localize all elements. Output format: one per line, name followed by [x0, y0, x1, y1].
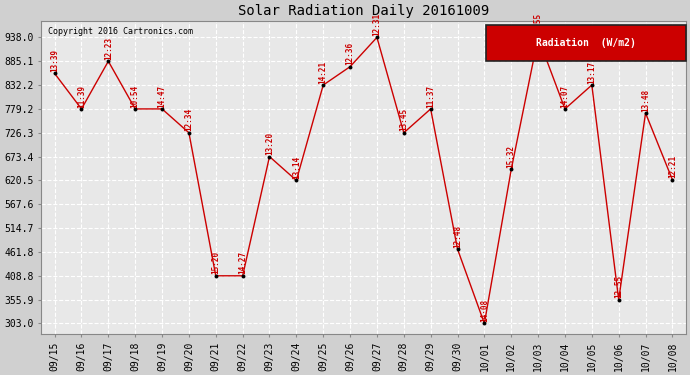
Point	[613, 297, 624, 303]
Point	[560, 106, 571, 112]
Text: 11:39: 11:39	[77, 84, 86, 108]
Text: 12:55: 12:55	[533, 13, 542, 36]
Text: 13:20: 13:20	[265, 132, 274, 155]
Text: 13:48: 13:48	[641, 88, 650, 112]
Point	[479, 321, 490, 327]
Point	[130, 106, 141, 112]
Text: 11:37: 11:37	[426, 84, 435, 108]
Text: 12:48: 12:48	[453, 225, 462, 248]
Text: 14:08: 14:08	[480, 299, 489, 322]
Text: 15:20: 15:20	[211, 251, 220, 274]
Text: 12:55: 12:55	[614, 275, 623, 298]
Text: 10:54: 10:54	[130, 84, 139, 108]
Text: 14:07: 14:07	[560, 84, 569, 108]
Text: 12:21: 12:21	[668, 155, 677, 178]
Point	[425, 106, 436, 112]
Text: 12:23: 12:23	[104, 37, 113, 60]
FancyBboxPatch shape	[486, 26, 686, 62]
Text: 15:32: 15:32	[506, 145, 515, 168]
Point	[371, 34, 382, 40]
Point	[452, 246, 463, 252]
Point	[398, 130, 409, 136]
Point	[291, 177, 302, 183]
Text: 13:14: 13:14	[292, 156, 301, 179]
Point	[640, 110, 651, 116]
Text: 14:47: 14:47	[157, 84, 166, 108]
Point	[237, 273, 248, 279]
Point	[103, 58, 114, 64]
Text: Copyright 2016 Cartronics.com: Copyright 2016 Cartronics.com	[48, 27, 193, 36]
Point	[667, 177, 678, 183]
Point	[210, 273, 221, 279]
Text: Radiation  (W/m2): Radiation (W/m2)	[536, 38, 636, 48]
Title: Solar Radiation Daily 20161009: Solar Radiation Daily 20161009	[238, 4, 489, 18]
Text: 12:34: 12:34	[184, 108, 193, 131]
Point	[264, 154, 275, 160]
Text: 12:31: 12:31	[373, 13, 382, 36]
Point	[76, 106, 87, 112]
Text: 13:17: 13:17	[587, 61, 596, 84]
Text: 14:21: 14:21	[319, 61, 328, 84]
Point	[506, 166, 517, 172]
Text: 14:27: 14:27	[238, 251, 247, 274]
Text: 13:39: 13:39	[50, 49, 59, 72]
Point	[586, 82, 598, 88]
Point	[157, 106, 168, 112]
Point	[49, 70, 60, 76]
Text: 13:45: 13:45	[400, 108, 408, 131]
Point	[184, 130, 195, 136]
Point	[317, 82, 328, 88]
Point	[344, 64, 355, 70]
Point	[533, 34, 544, 40]
Text: 12:36: 12:36	[346, 42, 355, 65]
